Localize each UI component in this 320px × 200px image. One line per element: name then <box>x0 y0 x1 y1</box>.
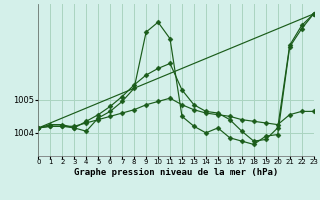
X-axis label: Graphe pression niveau de la mer (hPa): Graphe pression niveau de la mer (hPa) <box>74 168 278 177</box>
